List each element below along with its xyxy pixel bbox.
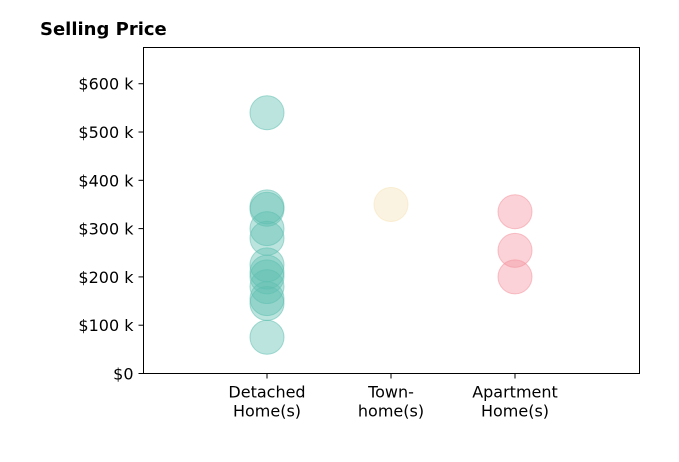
- data-point: [249, 220, 285, 256]
- data-point: [249, 259, 285, 295]
- x-axis: DetachedHome(s)Town-home(s)ApartmentHome…: [228, 373, 558, 421]
- data-point: [497, 232, 533, 268]
- plot-frame: [143, 47, 640, 374]
- data-point: [249, 189, 285, 225]
- y-axis: $0 $100 k $200 k $300 k $400 k $500 k $600 k: [78, 75, 144, 384]
- y-tick-label: $0: [113, 365, 133, 384]
- data-point: [249, 95, 285, 131]
- x-tick-label: Home(s): [233, 402, 301, 421]
- y-tick-label: $200 k: [78, 268, 134, 287]
- y-tick-label: $300 k: [78, 220, 134, 239]
- data-point: [497, 259, 533, 295]
- data-point: [249, 319, 285, 355]
- x-tick-label: Apartment: [472, 383, 558, 402]
- y-tick-label: $100 k: [78, 316, 134, 335]
- x-tick-label: Detached: [228, 383, 305, 402]
- chart-title: Selling Price: [40, 19, 167, 40]
- data-point: [249, 269, 285, 305]
- y-tick-label: $400 k: [78, 171, 134, 190]
- x-tick-label: Town-: [367, 383, 414, 402]
- data-point: [497, 194, 533, 230]
- y-tick-label: $500 k: [78, 123, 134, 142]
- x-tick-label: Home(s): [481, 402, 549, 421]
- y-tick-label: $600 k: [78, 75, 134, 94]
- plot-area: [249, 95, 533, 355]
- data-point: [249, 211, 285, 247]
- x-tick-label: home(s): [358, 402, 424, 421]
- data-point: [373, 186, 409, 222]
- data-point: [249, 247, 285, 283]
